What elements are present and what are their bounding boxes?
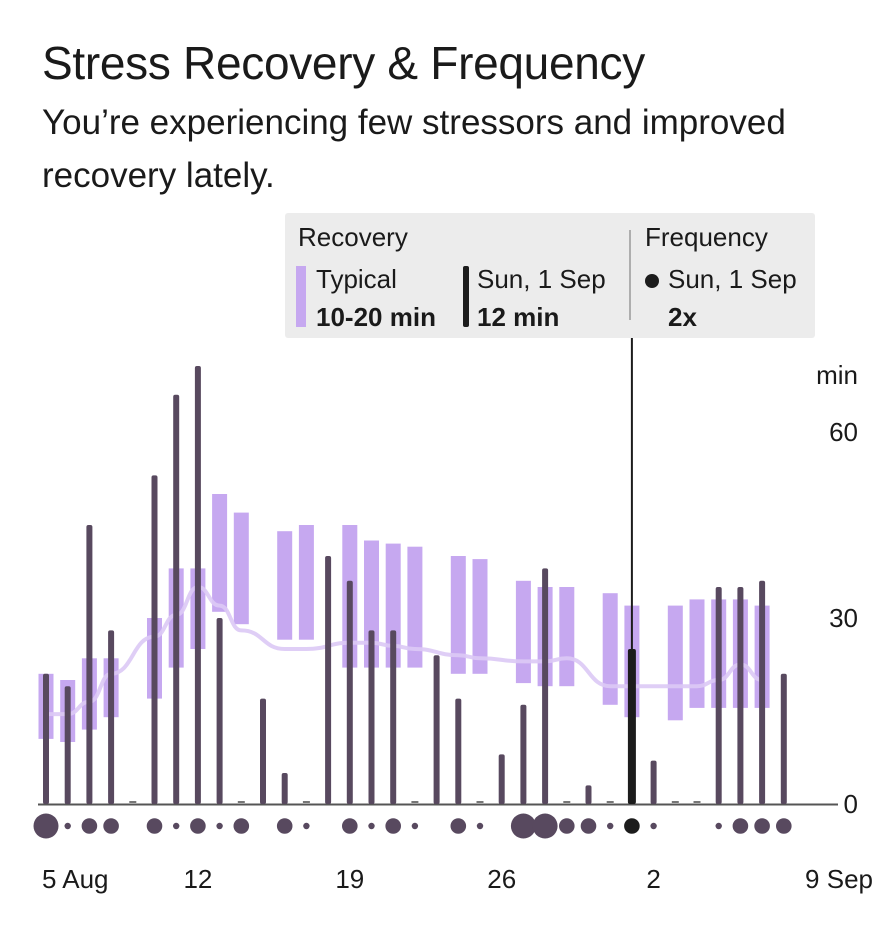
recovery-bar <box>650 760 657 804</box>
typical-range-swatch <box>296 266 306 327</box>
typical-range-band <box>407 546 423 668</box>
recovery-bar <box>520 704 527 804</box>
x-tick-label: 12 <box>183 864 212 894</box>
y-tick-label: 30 <box>829 603 858 633</box>
frequency-dot <box>216 822 223 830</box>
frequency-dot <box>532 813 558 839</box>
frequency-dot <box>650 822 657 830</box>
recovery-bar <box>43 673 49 804</box>
recovery-bar <box>86 525 93 804</box>
tooltip-frequency-heading: Frequency <box>645 222 768 252</box>
typical-range-band <box>450 556 466 674</box>
recovery-bar <box>346 580 353 804</box>
recovery-bar <box>737 587 744 804</box>
frequency-dot <box>173 822 180 830</box>
frequency-dot <box>276 818 293 834</box>
recovery-bar <box>433 655 440 804</box>
y-tick-label: 60 <box>829 417 858 447</box>
recovery-bar <box>455 698 462 804</box>
frequency-day-label: Sun, 1 Sep <box>668 264 797 294</box>
recovery-bar <box>585 785 592 804</box>
x-tick-label: 19 <box>335 864 364 894</box>
frequency-dot <box>146 818 163 834</box>
frequency-dot <box>510 813 536 839</box>
y-tick-label: 0 <box>844 789 858 819</box>
recovery-bar <box>780 673 787 804</box>
typical-range-band <box>385 543 401 668</box>
frequency-dot <box>776 818 792 834</box>
chart-subtitle: You’re experiencing few stressors and im… <box>42 103 786 195</box>
typical-range-band <box>689 599 705 708</box>
typical-range-band <box>515 580 531 684</box>
y-axis-unit-label: min <box>816 360 858 390</box>
recovery-bar <box>325 556 332 804</box>
selected-frequency-dot <box>624 818 640 834</box>
frequency-dot <box>559 818 575 834</box>
frequency-dot <box>580 818 597 834</box>
frequency-dot <box>81 818 98 834</box>
x-tick-label: 2 <box>646 864 660 894</box>
typical-range-band <box>667 605 683 721</box>
chart-title: Stress Recovery & Frequency <box>42 37 645 89</box>
recovery-bar <box>542 568 549 804</box>
typical-range-band <box>212 494 228 612</box>
recovery-bar <box>715 587 722 804</box>
recovery-bar <box>260 698 266 804</box>
frequency-dot <box>103 818 119 834</box>
frequency-dot <box>303 822 310 830</box>
frequency-dot <box>233 818 250 834</box>
recovery-bar <box>368 630 375 804</box>
recovery-bar <box>390 630 397 804</box>
recovery-bar <box>173 394 180 804</box>
tooltip-card: Recovery Typical 10-20 min Sun, 1 Sep 12… <box>285 213 815 338</box>
typical-label: Typical <box>316 264 397 294</box>
frequency-dot <box>450 818 467 834</box>
frequency-dot <box>476 822 484 830</box>
frequency-dot <box>33 813 59 839</box>
frequency-dot <box>64 822 71 830</box>
typical-range-band <box>298 525 314 640</box>
frequency-dot <box>715 822 722 830</box>
typical-range-band <box>233 512 249 625</box>
tooltip-background <box>285 213 815 338</box>
frequency-dot <box>368 822 375 830</box>
typical-range-band <box>559 587 575 687</box>
typical-range-band <box>472 559 488 674</box>
x-tick-label: 9 Sep <box>805 864 873 894</box>
frequency-dot <box>411 822 419 830</box>
selected-day-label: Sun, 1 Sep <box>477 264 606 294</box>
typical-range-band <box>277 531 293 640</box>
recovery-bar <box>759 580 766 804</box>
recovery-bar <box>194 366 201 804</box>
typical-range-band <box>602 593 618 705</box>
selected-day-bar-swatch <box>463 266 469 327</box>
tooltip-recovery-heading: Recovery <box>298 222 408 252</box>
x-tick-label: 5 Aug <box>42 864 109 894</box>
frequency-dot <box>732 818 749 834</box>
frequency-dot-swatch <box>645 274 659 288</box>
selected-recovery-bar <box>627 649 636 804</box>
recovery-bar <box>151 475 158 804</box>
frequency-dot <box>754 818 770 834</box>
frequency-value: 2x <box>668 302 697 332</box>
frequency-dot <box>342 818 358 834</box>
recovery-bar <box>216 618 223 804</box>
frequency-dot <box>190 818 206 834</box>
recovery-bar <box>281 773 288 804</box>
typical-range-band <box>364 540 379 668</box>
recovery-bar <box>64 686 71 804</box>
recovery-bar <box>108 630 115 804</box>
x-tick-label: 26 <box>487 864 516 894</box>
frequency-dot <box>607 822 614 830</box>
typical-value: 10-20 min <box>316 302 436 332</box>
selected-day-recovery: 12 min <box>477 302 559 332</box>
recovery-bar <box>498 754 505 804</box>
frequency-dot <box>385 818 402 834</box>
